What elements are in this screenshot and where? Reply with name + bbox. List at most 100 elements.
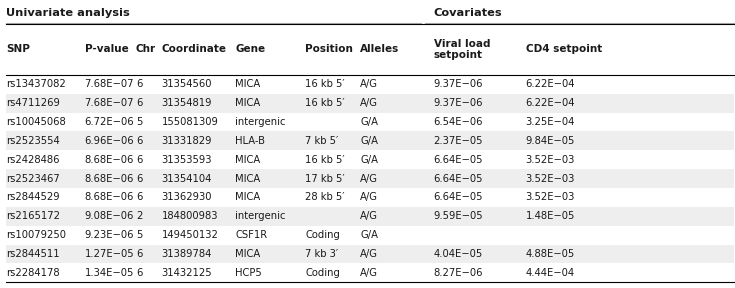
Bar [6,94,734,113]
Bar [6,169,734,188]
Text: 9.37E−06: 9.37E−06 [434,98,483,108]
Text: 2: 2 [136,211,143,221]
Text: 31362930: 31362930 [162,192,212,202]
Text: Univariate analysis: Univariate analysis [6,8,129,18]
Bar [6,150,734,169]
Text: 31331829: 31331829 [162,136,212,146]
Text: rs2523467: rs2523467 [6,174,60,183]
Text: MICA: MICA [235,192,260,202]
Text: 155081309: 155081309 [162,117,218,127]
Text: A/G: A/G [360,211,378,221]
Text: 7 kb 3′: 7 kb 3′ [305,249,338,259]
Text: 31354104: 31354104 [162,174,212,183]
Text: 7 kb 5′: 7 kb 5′ [305,136,338,146]
Text: 31354560: 31354560 [162,79,212,89]
Text: 6: 6 [136,79,143,89]
Text: 6.72E−06: 6.72E−06 [85,117,135,127]
Text: 5: 5 [136,230,143,240]
Text: rs2844511: rs2844511 [6,249,60,259]
Text: rs13437082: rs13437082 [6,79,65,89]
Text: HLA-B: HLA-B [235,136,265,146]
Text: rs4711269: rs4711269 [6,98,60,108]
Text: G/A: G/A [360,136,378,146]
Text: 3.25E−04: 3.25E−04 [526,117,575,127]
Text: 6.96E−06: 6.96E−06 [85,136,135,146]
Bar [6,264,734,282]
Text: rs2523554: rs2523554 [6,136,60,146]
Text: 6.64E−05: 6.64E−05 [434,174,483,183]
Text: Alleles: Alleles [360,44,399,54]
Text: MICA: MICA [235,79,260,89]
Text: 6: 6 [136,249,143,259]
Text: 31353593: 31353593 [162,155,212,165]
Text: 6.54E−06: 6.54E−06 [434,117,483,127]
Text: 4.04E−05: 4.04E−05 [434,249,483,259]
Text: Covariates: Covariates [434,8,502,18]
Text: 6: 6 [136,155,143,165]
Text: MICA: MICA [235,174,260,183]
Text: 28 kb 5′: 28 kb 5′ [305,192,345,202]
Text: A/G: A/G [360,98,378,108]
Bar [6,75,734,94]
Text: 9.23E−06: 9.23E−06 [85,230,134,240]
Text: SNP: SNP [6,44,29,54]
Text: 16 kb 5′: 16 kb 5′ [305,155,345,165]
Text: 16 kb 5′: 16 kb 5′ [305,98,345,108]
Text: G/A: G/A [360,155,378,165]
Text: MICA: MICA [235,249,260,259]
Text: 5: 5 [136,117,143,127]
Bar [6,113,734,131]
Text: 6: 6 [136,268,143,278]
Text: 9.08E−06: 9.08E−06 [85,211,134,221]
Text: 6: 6 [136,174,143,183]
Text: 6: 6 [136,98,143,108]
Text: A/G: A/G [360,174,378,183]
Text: 16 kb 5′: 16 kb 5′ [305,79,345,89]
Text: 8.27E−06: 8.27E−06 [434,268,483,278]
Text: Chr: Chr [136,44,156,54]
Text: 1.34E−05: 1.34E−05 [85,268,134,278]
Text: 6.22E−04: 6.22E−04 [526,79,575,89]
Text: rs10045068: rs10045068 [6,117,65,127]
Text: Position: Position [305,44,353,54]
Text: 9.59E−05: 9.59E−05 [434,211,484,221]
Text: 31432125: 31432125 [162,268,212,278]
Text: rs2844529: rs2844529 [6,192,60,202]
Text: 1.48E−05: 1.48E−05 [526,211,575,221]
Text: rs10079250: rs10079250 [6,230,66,240]
Text: 3.52E−03: 3.52E−03 [526,192,575,202]
Text: 8.68E−06: 8.68E−06 [85,174,134,183]
Text: 31354819: 31354819 [162,98,212,108]
Text: 4.88E−05: 4.88E−05 [526,249,575,259]
Text: G/A: G/A [360,230,378,240]
Text: 4.44E−04: 4.44E−04 [526,268,575,278]
Text: rs2428486: rs2428486 [6,155,60,165]
Text: 9.84E−05: 9.84E−05 [526,136,575,146]
Text: Coding: Coding [305,230,340,240]
Text: 6: 6 [136,136,143,146]
Text: A/G: A/G [360,249,378,259]
Text: Gene: Gene [235,44,265,54]
Text: 6.64E−05: 6.64E−05 [434,155,483,165]
Bar [6,188,734,207]
Text: 9.37E−06: 9.37E−06 [434,79,483,89]
Text: CD4 setpoint: CD4 setpoint [526,44,602,54]
Text: 7.68E−07: 7.68E−07 [85,98,134,108]
Text: 3.52E−03: 3.52E−03 [526,174,575,183]
Text: Coordinate: Coordinate [162,44,226,54]
Bar [6,245,734,264]
Text: rs2165172: rs2165172 [6,211,60,221]
Text: 2.37E−05: 2.37E−05 [434,136,483,146]
Bar [6,226,734,245]
Text: P-value: P-value [85,44,129,54]
Text: HCP5: HCP5 [235,268,262,278]
Text: Coding: Coding [305,268,340,278]
Text: A/G: A/G [360,268,378,278]
Text: 7.68E−07: 7.68E−07 [85,79,134,89]
Text: Viral load
setpoint: Viral load setpoint [434,39,490,60]
Text: 6: 6 [136,192,143,202]
Text: 184800983: 184800983 [162,211,218,221]
Text: A/G: A/G [360,192,378,202]
Text: 8.68E−06: 8.68E−06 [85,155,134,165]
Text: G/A: G/A [360,117,378,127]
